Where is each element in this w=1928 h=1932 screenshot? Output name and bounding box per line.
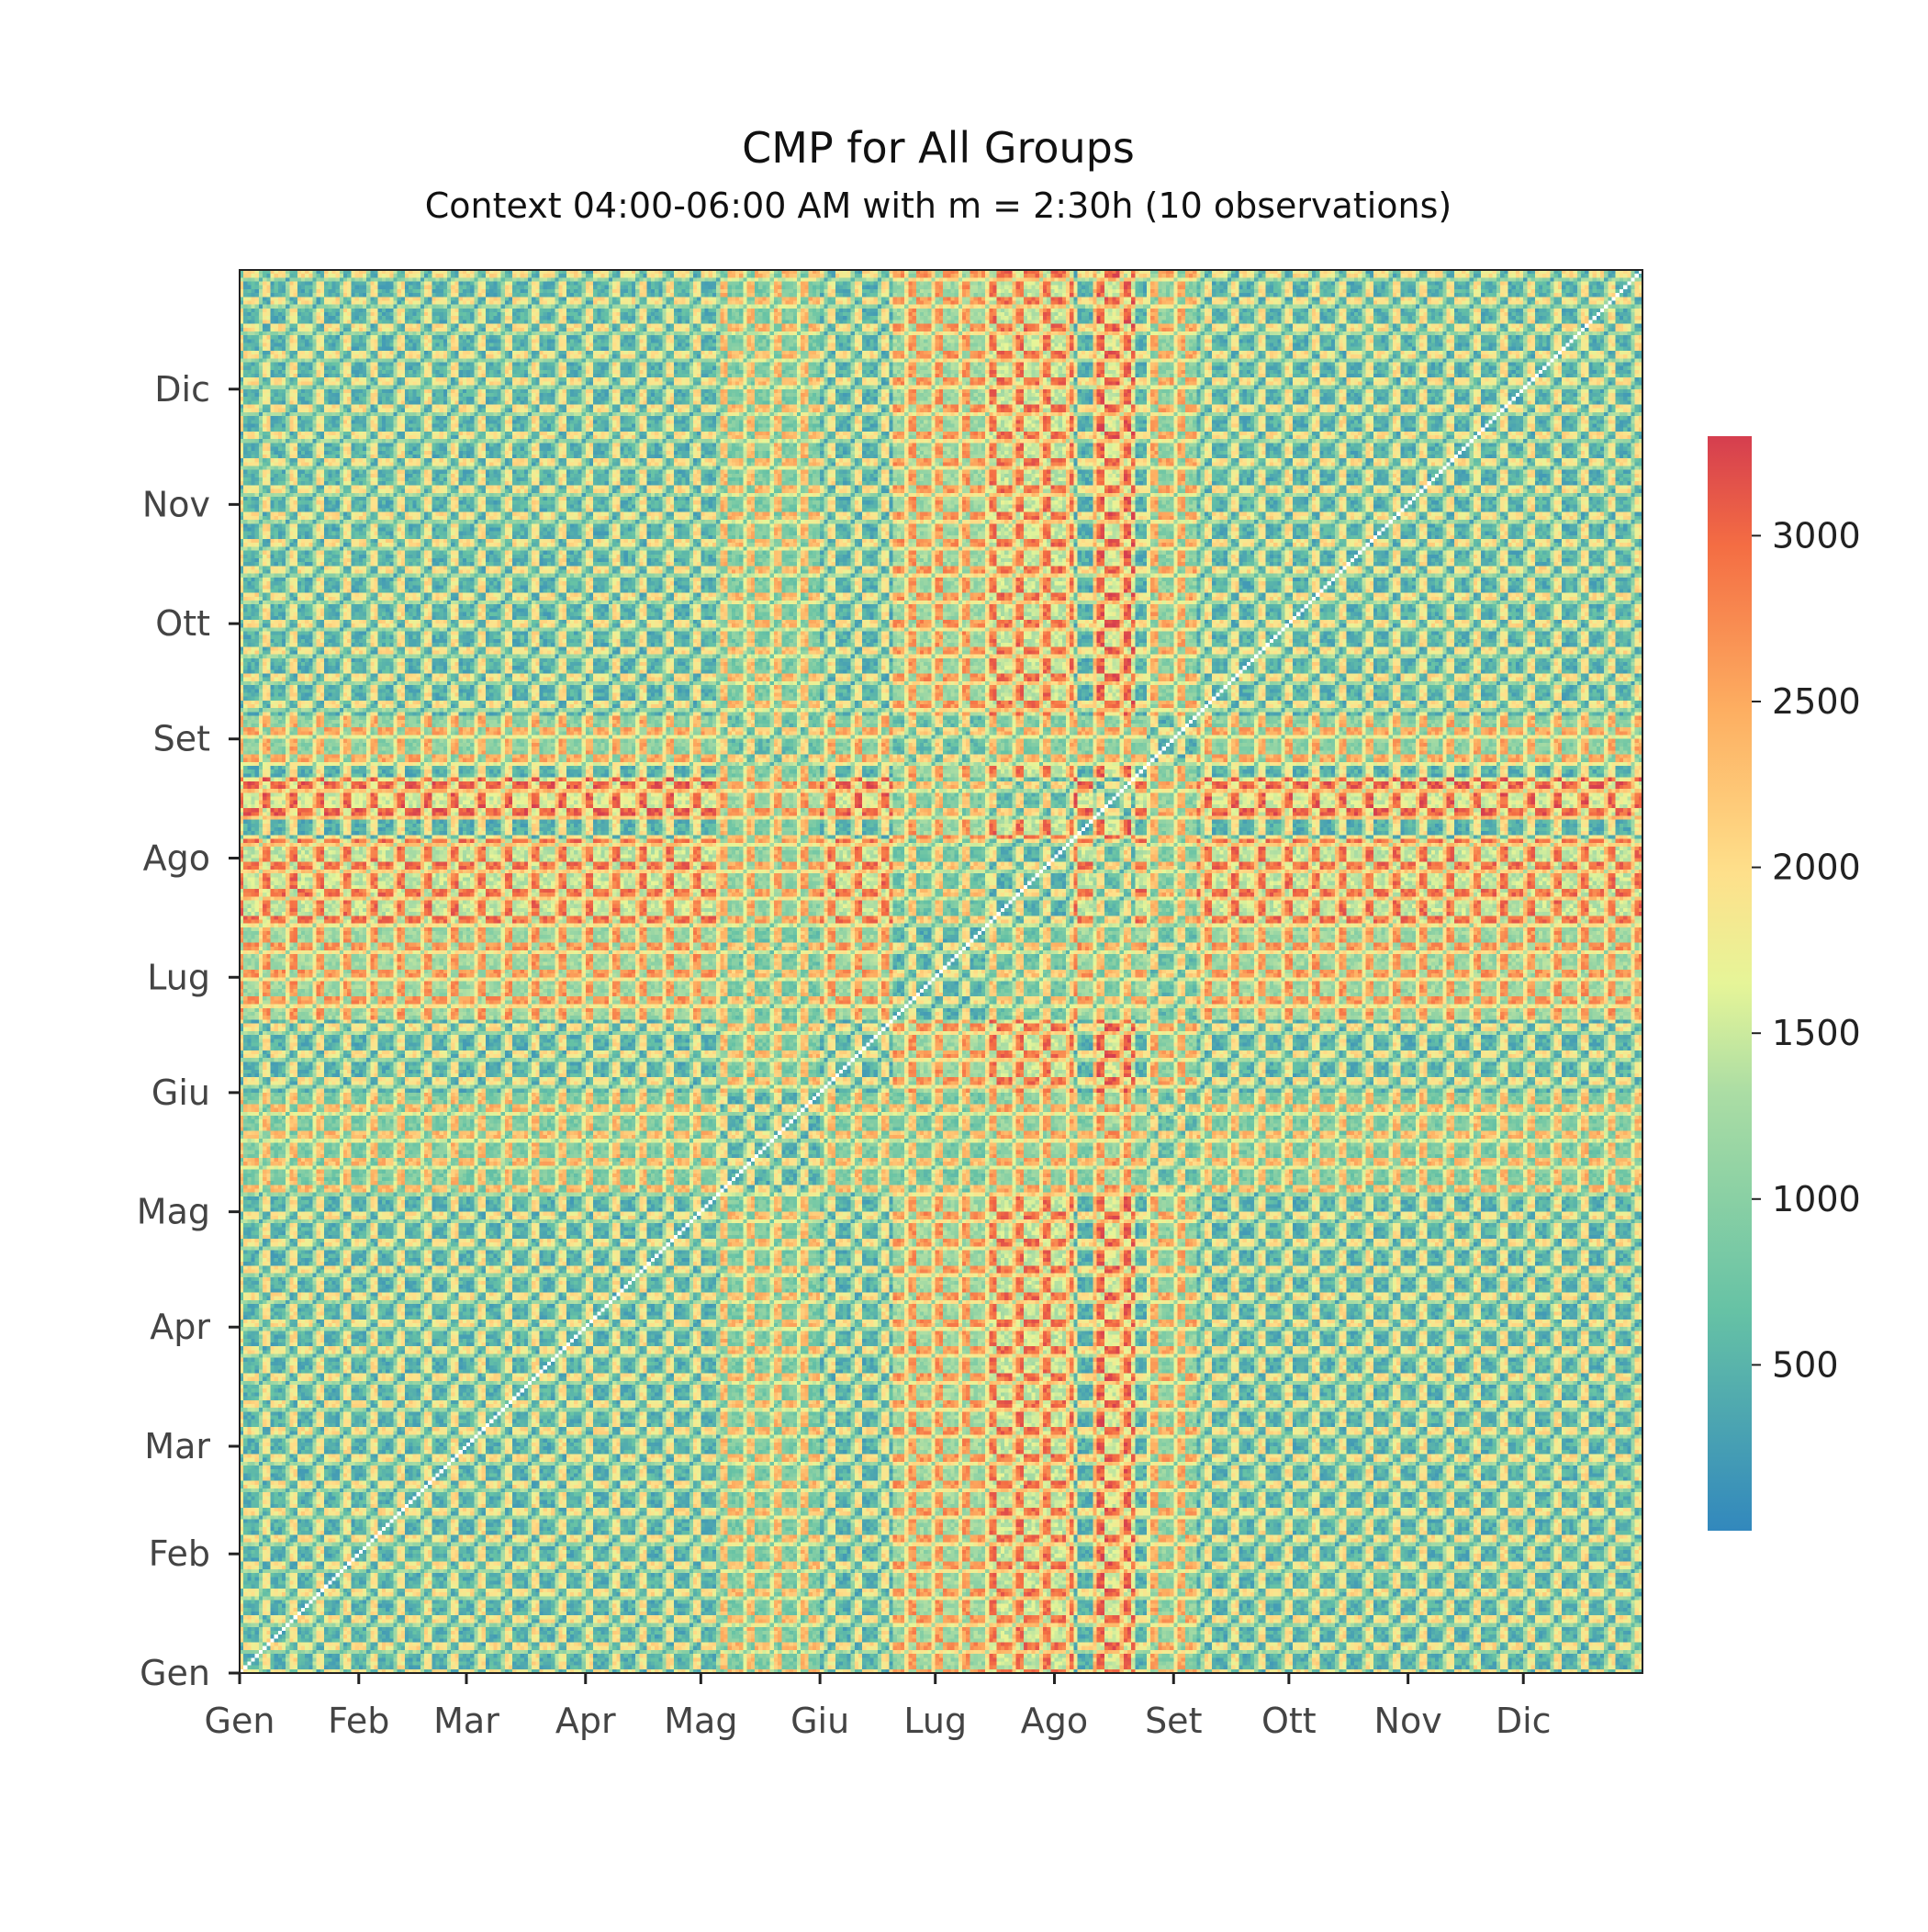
y-tick-label: Set xyxy=(153,719,210,759)
y-tick-label: Giu xyxy=(151,1073,210,1113)
x-tick-label: Mar xyxy=(433,1701,499,1741)
x-tick-label: Giu xyxy=(790,1701,849,1741)
x-tick-label: Lug xyxy=(903,1701,967,1741)
x-tick-label: Feb xyxy=(328,1701,389,1741)
y-tick-label: Gen xyxy=(140,1653,210,1693)
y-tick-label: Ott xyxy=(155,603,210,644)
x-tick-label: Set xyxy=(1145,1701,1202,1741)
y-tick-label: Mar xyxy=(144,1426,210,1466)
colorbar-tick-label: 2000 xyxy=(1772,848,1861,888)
y-axis: Gen Feb Mar Apr Mag Giu Lug Ago Set Ott Nov Dic xyxy=(137,369,240,1693)
heatmap-matrix xyxy=(240,270,1642,1673)
chart-title: CMP for All Groups xyxy=(742,123,1135,173)
colorbar-tick-label: 1000 xyxy=(1772,1179,1861,1219)
x-tick-label: Apr xyxy=(555,1701,616,1741)
y-tick-label: Feb xyxy=(149,1533,210,1574)
y-tick-label: Mag xyxy=(137,1192,210,1232)
x-tick-label: Nov xyxy=(1374,1701,1442,1741)
colorbar-gradient xyxy=(1708,436,1752,1531)
x-tick-label: Mag xyxy=(664,1701,737,1741)
colorbar-tick-label: 2500 xyxy=(1772,681,1861,722)
y-tick-label: Nov xyxy=(142,484,210,524)
plot-frame xyxy=(239,269,1643,1674)
heatmap-image xyxy=(240,270,1642,1673)
colorbar-tick-label: 3000 xyxy=(1772,515,1861,556)
y-tick-label: Dic xyxy=(154,369,210,410)
x-tick-label: Dic xyxy=(1496,1701,1552,1741)
x-tick-label: Ago xyxy=(1021,1701,1088,1741)
y-tick-label: Lug xyxy=(147,957,210,997)
x-axis: Gen Feb Mar Apr Mag Giu Lug Ago Set Ott Nov Dic xyxy=(205,1673,1552,1741)
y-tick-label: Ago xyxy=(143,838,210,879)
x-tick-label: Ott xyxy=(1261,1701,1317,1741)
colorbar: 500 1000 1500 2000 2500 3000 xyxy=(1708,436,1861,1531)
y-tick-label: Apr xyxy=(150,1307,210,1347)
colorbar-tick-label: 500 xyxy=(1772,1344,1839,1385)
colorbar-tick-label: 1500 xyxy=(1772,1013,1861,1053)
x-tick-label: Gen xyxy=(205,1701,275,1741)
chart-subtitle: Context 04:00-06:00 AM with m = 2:30h (1… xyxy=(425,185,1452,226)
